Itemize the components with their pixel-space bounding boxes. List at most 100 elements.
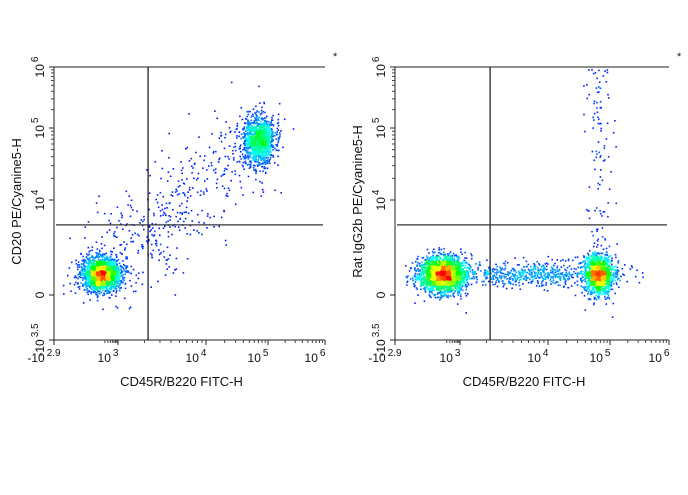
data-point [256, 143, 258, 145]
data-point [239, 116, 241, 118]
data-point [208, 165, 210, 167]
data-point [263, 118, 265, 120]
data-point [137, 234, 139, 236]
data-point [100, 283, 102, 285]
data-point [218, 226, 220, 228]
data-point [244, 149, 246, 151]
data-point [113, 284, 115, 286]
data-point [162, 209, 164, 211]
data-point [166, 203, 168, 205]
data-point [92, 283, 94, 285]
data-point [257, 125, 259, 127]
data-point [111, 266, 113, 268]
data-point [89, 287, 91, 289]
data-point [257, 153, 259, 155]
data-point [100, 256, 102, 258]
data-point [126, 265, 128, 267]
data-point [262, 129, 264, 131]
data-point [273, 125, 275, 127]
data-point [82, 279, 84, 281]
data-point [106, 286, 108, 288]
data-point [200, 190, 202, 192]
data-point [94, 270, 96, 272]
data-point [185, 148, 187, 150]
data-point [93, 265, 95, 267]
data-point [125, 271, 127, 273]
data-point [99, 268, 101, 270]
data-point [242, 154, 244, 156]
data-point [90, 293, 92, 295]
data-point [84, 289, 86, 291]
data-point [166, 207, 168, 209]
data-point [437, 293, 439, 295]
data-point [250, 164, 252, 166]
data-point [267, 129, 269, 131]
data-point [136, 275, 138, 277]
data-point [267, 136, 269, 138]
data-point [255, 106, 257, 108]
data-point [268, 142, 270, 144]
data-point [79, 272, 81, 274]
data-point [198, 173, 200, 175]
data-point [262, 133, 264, 135]
data-point [261, 113, 263, 115]
data-point [197, 192, 199, 194]
data-point [269, 163, 271, 165]
data-point [261, 166, 263, 168]
data-point [119, 290, 121, 292]
data-point [209, 147, 211, 149]
data-point [422, 257, 424, 259]
data-point [112, 286, 114, 288]
data-point [269, 147, 271, 149]
data-point [239, 156, 241, 158]
data-point [257, 138, 259, 140]
data-point [463, 260, 465, 262]
data-point [253, 140, 255, 142]
data-point [79, 286, 81, 288]
data-point [444, 254, 446, 256]
data-point [104, 245, 106, 247]
data-point [156, 243, 158, 245]
data-point [88, 247, 90, 249]
data-point [88, 280, 90, 282]
data-point [163, 227, 165, 229]
data-point [197, 178, 199, 180]
data-point [240, 151, 242, 153]
data-point [95, 252, 97, 254]
data-point [279, 103, 281, 105]
data-point [183, 221, 185, 223]
data-point [167, 247, 169, 249]
data-point [276, 131, 278, 133]
data-points [405, 69, 644, 318]
data-point [229, 132, 231, 134]
data-point [452, 255, 454, 257]
data-point [272, 134, 274, 136]
data-point [98, 264, 100, 266]
data-point [91, 268, 93, 270]
data-point [177, 212, 179, 214]
data-point [222, 185, 224, 187]
data-point [135, 282, 137, 284]
data-point [120, 287, 122, 289]
data-point [178, 180, 180, 182]
data-point [183, 192, 185, 194]
data-point [160, 244, 162, 246]
data-point [91, 250, 93, 252]
data-point [443, 252, 445, 254]
data-point [119, 278, 121, 280]
data-point [106, 282, 108, 284]
data-point [181, 203, 183, 205]
data-point [84, 276, 86, 278]
data-point [244, 157, 246, 159]
data-point [86, 292, 88, 294]
data-point [108, 220, 110, 222]
data-point [247, 135, 249, 137]
data-point [250, 120, 252, 122]
data-point [77, 266, 79, 268]
data-point [263, 191, 265, 193]
data-point [293, 128, 295, 130]
data-point [231, 82, 233, 84]
data-point [151, 257, 153, 259]
data-point [279, 132, 281, 134]
data-point [207, 215, 209, 217]
